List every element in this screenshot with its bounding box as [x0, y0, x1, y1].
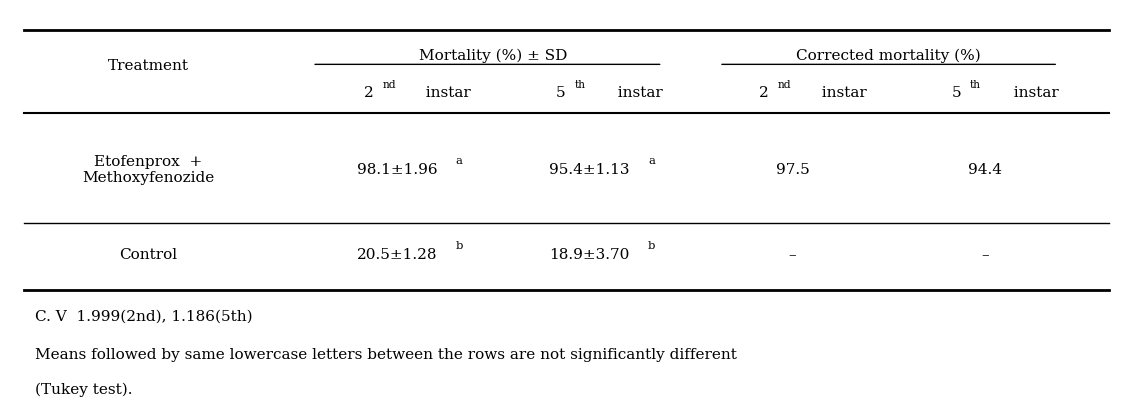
- Text: 94.4: 94.4: [968, 163, 1002, 177]
- Text: 98.1±1.96: 98.1±1.96: [357, 163, 437, 177]
- Text: 95.4±1.13: 95.4±1.13: [548, 163, 629, 177]
- Text: a: a: [648, 156, 655, 166]
- Text: nd: nd: [778, 81, 792, 90]
- Text: 2: 2: [364, 86, 374, 100]
- Text: 5: 5: [556, 86, 565, 100]
- Text: b: b: [648, 241, 655, 252]
- Text: b: b: [455, 241, 463, 252]
- Text: (Tukey test).: (Tukey test).: [35, 382, 133, 397]
- Text: th: th: [574, 81, 586, 90]
- Text: Mortality (%) ± SD: Mortality (%) ± SD: [419, 49, 568, 63]
- Text: Control: Control: [119, 248, 178, 262]
- Text: C. V  1.999(2nd), 1.186(5th): C. V 1.999(2nd), 1.186(5th): [35, 309, 253, 323]
- Text: instar: instar: [608, 86, 663, 100]
- Text: 18.9±3.70: 18.9±3.70: [548, 248, 629, 262]
- Text: instar: instar: [416, 86, 471, 100]
- Text: Etofenprox  +
Methoxyfenozide: Etofenprox + Methoxyfenozide: [83, 155, 214, 185]
- Text: –: –: [981, 248, 988, 262]
- Text: 97.5: 97.5: [776, 163, 809, 177]
- Text: 2: 2: [759, 86, 769, 100]
- Text: Corrected mortality (%): Corrected mortality (%): [796, 49, 981, 63]
- Text: instar: instar: [811, 86, 867, 100]
- Text: instar: instar: [1004, 86, 1058, 100]
- Text: a: a: [455, 156, 462, 166]
- Text: 20.5±1.28: 20.5±1.28: [357, 248, 437, 262]
- Text: th: th: [970, 81, 981, 90]
- Text: nd: nd: [382, 81, 395, 90]
- Text: 5: 5: [952, 86, 961, 100]
- Text: –: –: [789, 248, 796, 262]
- Text: Means followed by same lowercase letters between the rows are not significantly : Means followed by same lowercase letters…: [35, 348, 738, 362]
- Text: Treatment: Treatment: [108, 59, 189, 73]
